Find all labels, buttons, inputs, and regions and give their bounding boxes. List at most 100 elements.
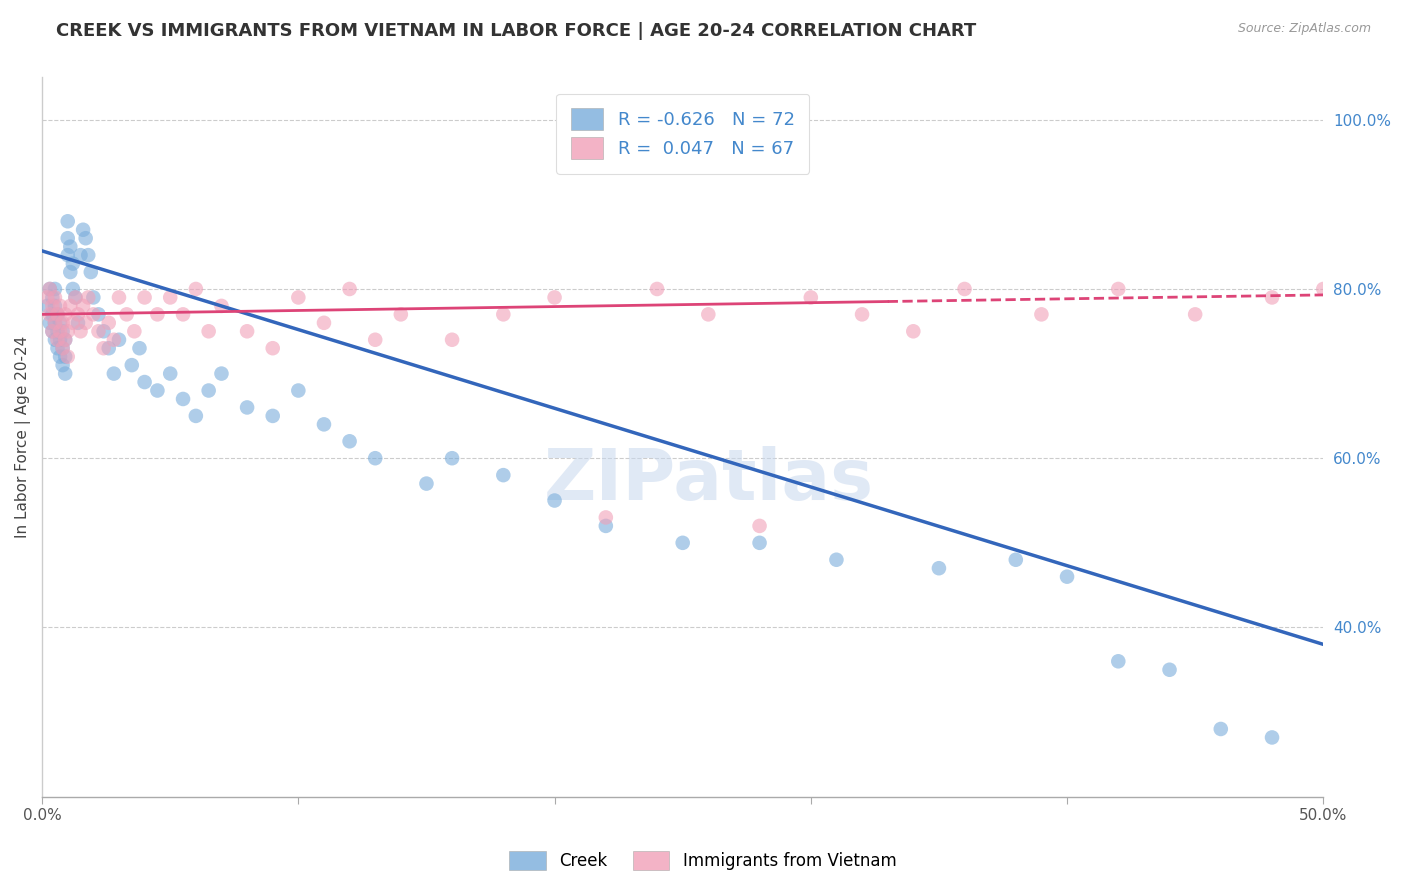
Point <box>339 282 361 296</box>
Point <box>441 451 464 466</box>
Point <box>287 384 309 398</box>
Point <box>1107 282 1129 296</box>
Point <box>69 324 91 338</box>
Point <box>124 324 146 338</box>
Point <box>928 561 950 575</box>
Point <box>1004 553 1026 567</box>
Point <box>128 341 150 355</box>
Point <box>65 290 87 304</box>
Point <box>66 316 89 330</box>
Point <box>77 290 100 304</box>
Point <box>146 384 169 398</box>
Point <box>66 307 89 321</box>
Point <box>197 384 219 398</box>
Point <box>287 290 309 304</box>
Point <box>59 240 82 254</box>
Point <box>1312 282 1334 296</box>
Point <box>46 341 69 355</box>
Point <box>115 307 138 321</box>
Point <box>44 282 66 296</box>
Point <box>172 307 194 321</box>
Point <box>1184 307 1206 321</box>
Point <box>44 290 66 304</box>
Point <box>543 493 565 508</box>
Point <box>41 324 63 338</box>
Point <box>1107 654 1129 668</box>
Point <box>62 257 84 271</box>
Point <box>1031 307 1053 321</box>
Point <box>41 290 63 304</box>
Point <box>134 290 156 304</box>
Point <box>53 367 76 381</box>
Point <box>56 214 79 228</box>
Point <box>595 510 617 524</box>
Point <box>37 299 59 313</box>
Point <box>236 324 259 338</box>
Point <box>46 307 69 321</box>
Point <box>49 316 72 330</box>
Point <box>44 299 66 313</box>
Point <box>56 350 79 364</box>
Point <box>339 434 361 449</box>
Point <box>53 350 76 364</box>
Point <box>645 282 668 296</box>
Point <box>49 350 72 364</box>
Point <box>53 307 76 321</box>
Point <box>52 324 75 338</box>
Point <box>851 307 873 321</box>
Point <box>97 316 120 330</box>
Point <box>184 409 207 423</box>
Point <box>1364 324 1386 338</box>
Point <box>82 290 104 304</box>
Point <box>49 333 72 347</box>
Point <box>825 553 848 567</box>
Point <box>80 265 103 279</box>
Point <box>1159 663 1181 677</box>
Point <box>108 333 131 347</box>
Point <box>52 341 75 355</box>
Point <box>134 375 156 389</box>
Point <box>41 324 63 338</box>
Point <box>49 324 72 338</box>
Point <box>52 358 75 372</box>
Point <box>38 282 60 296</box>
Point <box>159 290 181 304</box>
Point <box>146 307 169 321</box>
Point <box>59 265 82 279</box>
Point <box>56 324 79 338</box>
Y-axis label: In Labor Force | Age 20-24: In Labor Force | Age 20-24 <box>15 336 31 538</box>
Legend: Creek, Immigrants from Vietnam: Creek, Immigrants from Vietnam <box>503 844 903 877</box>
Point <box>121 358 143 372</box>
Point <box>211 299 233 313</box>
Point <box>1261 731 1284 745</box>
Point <box>38 307 60 321</box>
Point <box>748 519 770 533</box>
Point <box>49 299 72 313</box>
Point <box>953 282 976 296</box>
Point <box>44 333 66 347</box>
Point <box>903 324 925 338</box>
Point <box>38 316 60 330</box>
Point <box>56 248 79 262</box>
Point <box>697 307 720 321</box>
Point <box>389 307 412 321</box>
Point <box>1056 569 1078 583</box>
Point <box>172 392 194 406</box>
Point <box>441 333 464 347</box>
Point <box>44 316 66 330</box>
Point <box>52 316 75 330</box>
Point <box>364 333 387 347</box>
Point <box>72 299 94 313</box>
Point <box>75 316 97 330</box>
Point <box>103 333 125 347</box>
Point <box>103 367 125 381</box>
Point <box>62 316 84 330</box>
Point <box>672 536 695 550</box>
Point <box>262 409 284 423</box>
Point <box>748 536 770 550</box>
Point <box>800 290 823 304</box>
Point <box>312 316 335 330</box>
Point <box>77 248 100 262</box>
Point <box>82 307 104 321</box>
Text: CREEK VS IMMIGRANTS FROM VIETNAM IN LABOR FORCE | AGE 20-24 CORRELATION CHART: CREEK VS IMMIGRANTS FROM VIETNAM IN LABO… <box>56 22 977 40</box>
